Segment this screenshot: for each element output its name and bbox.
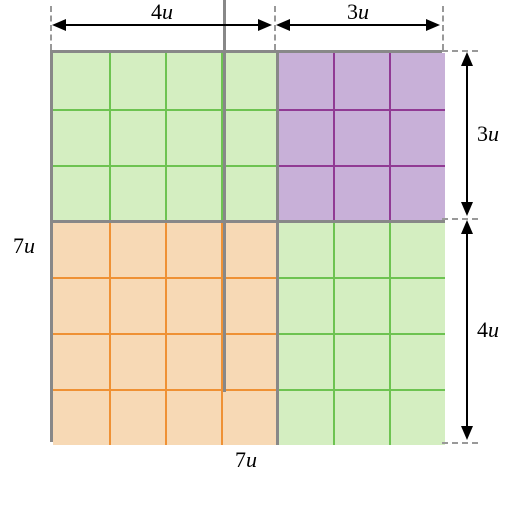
grid-cell — [277, 333, 333, 389]
grid-cell — [165, 333, 221, 389]
grid-cell — [221, 277, 277, 333]
label-right-4u: 4u — [477, 317, 499, 343]
grid-cell — [53, 277, 109, 333]
grid-cell — [221, 221, 277, 277]
grid-cell — [165, 165, 221, 221]
arrowhead-top-3u-l — [276, 19, 290, 31]
dash-top-3 — [442, 6, 444, 50]
grid-cell — [277, 109, 333, 165]
top-right-purple — [277, 53, 445, 221]
grid-cell — [277, 389, 333, 445]
grid-cell — [389, 333, 445, 389]
grid-cell — [389, 53, 445, 109]
grid-cell — [277, 165, 333, 221]
arrowhead-top-4u-l — [52, 19, 66, 31]
grid-cell — [53, 389, 109, 445]
grid-cell — [277, 277, 333, 333]
grid-cell — [333, 389, 389, 445]
grid-cell — [389, 221, 445, 277]
grid-cell — [53, 221, 109, 277]
grid-cell — [221, 389, 277, 445]
label-top-3u: 3u — [347, 0, 369, 25]
arrowhead-top-3u-r — [426, 19, 440, 31]
grid-cell — [53, 109, 109, 165]
arrowhead-right-3u-u — [461, 52, 473, 66]
grid-cell — [109, 165, 165, 221]
grid-cell — [109, 277, 165, 333]
grid-cell — [109, 109, 165, 165]
label-bottom-7u: 7u — [235, 447, 257, 473]
grid-cell — [165, 109, 221, 165]
grid-cell — [165, 277, 221, 333]
grid-cell — [333, 333, 389, 389]
bottom-right-green — [277, 221, 445, 445]
grid-cell — [109, 221, 165, 277]
grid-cell — [53, 333, 109, 389]
top-left-green — [53, 53, 277, 221]
grid-cell — [165, 221, 221, 277]
grid-cell — [277, 221, 333, 277]
grid-cell — [109, 53, 165, 109]
grid-cell — [221, 165, 277, 221]
grid-cell — [389, 389, 445, 445]
label-right-3u: 3u — [477, 121, 499, 147]
arrowhead-right-4u-d — [461, 426, 473, 440]
grid-cell — [165, 389, 221, 445]
grid-cell — [333, 109, 389, 165]
divider-vertical — [223, 0, 226, 392]
grid-cell — [333, 165, 389, 221]
grid-cell — [333, 221, 389, 277]
arrow-right-4u — [466, 226, 468, 434]
grid-cell — [333, 53, 389, 109]
grid-cell — [221, 53, 277, 109]
grid-cell — [389, 165, 445, 221]
arrow-right-3u — [466, 58, 468, 210]
grid-cell — [221, 109, 277, 165]
grid-cell — [53, 53, 109, 109]
grid-cell — [333, 277, 389, 333]
arrowhead-right-4u-u — [461, 220, 473, 234]
grid-cell — [165, 53, 221, 109]
grid-cell — [109, 389, 165, 445]
label-top-4u: 4u — [151, 0, 173, 25]
arrowhead-top-4u-r — [258, 19, 272, 31]
grid-cell — [109, 333, 165, 389]
label-left-7u: 7u — [13, 233, 35, 259]
divider-horizontal — [53, 220, 445, 223]
arrowhead-right-3u-d — [461, 202, 473, 216]
bottom-left-orange — [53, 221, 277, 445]
main-square — [50, 50, 442, 442]
grid-cell — [389, 109, 445, 165]
grid-cell — [277, 53, 333, 109]
grid-cell — [53, 165, 109, 221]
diagram-canvas: 4u 3u 3u 4u 7u 7u — [0, 0, 529, 518]
dash-right-3 — [442, 442, 478, 444]
divider-vertical — [276, 53, 279, 445]
grid-cell — [389, 277, 445, 333]
grid-cell — [221, 333, 277, 389]
